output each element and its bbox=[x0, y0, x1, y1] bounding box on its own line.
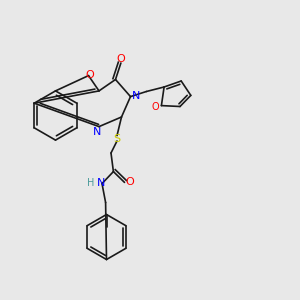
Text: O: O bbox=[116, 54, 125, 64]
Text: O: O bbox=[85, 70, 94, 80]
Text: N: N bbox=[93, 127, 102, 137]
Text: S: S bbox=[113, 134, 121, 145]
Text: N: N bbox=[97, 178, 106, 188]
Text: O: O bbox=[152, 102, 159, 112]
Text: O: O bbox=[125, 177, 134, 188]
Text: N: N bbox=[131, 91, 140, 101]
Text: H: H bbox=[87, 178, 94, 188]
